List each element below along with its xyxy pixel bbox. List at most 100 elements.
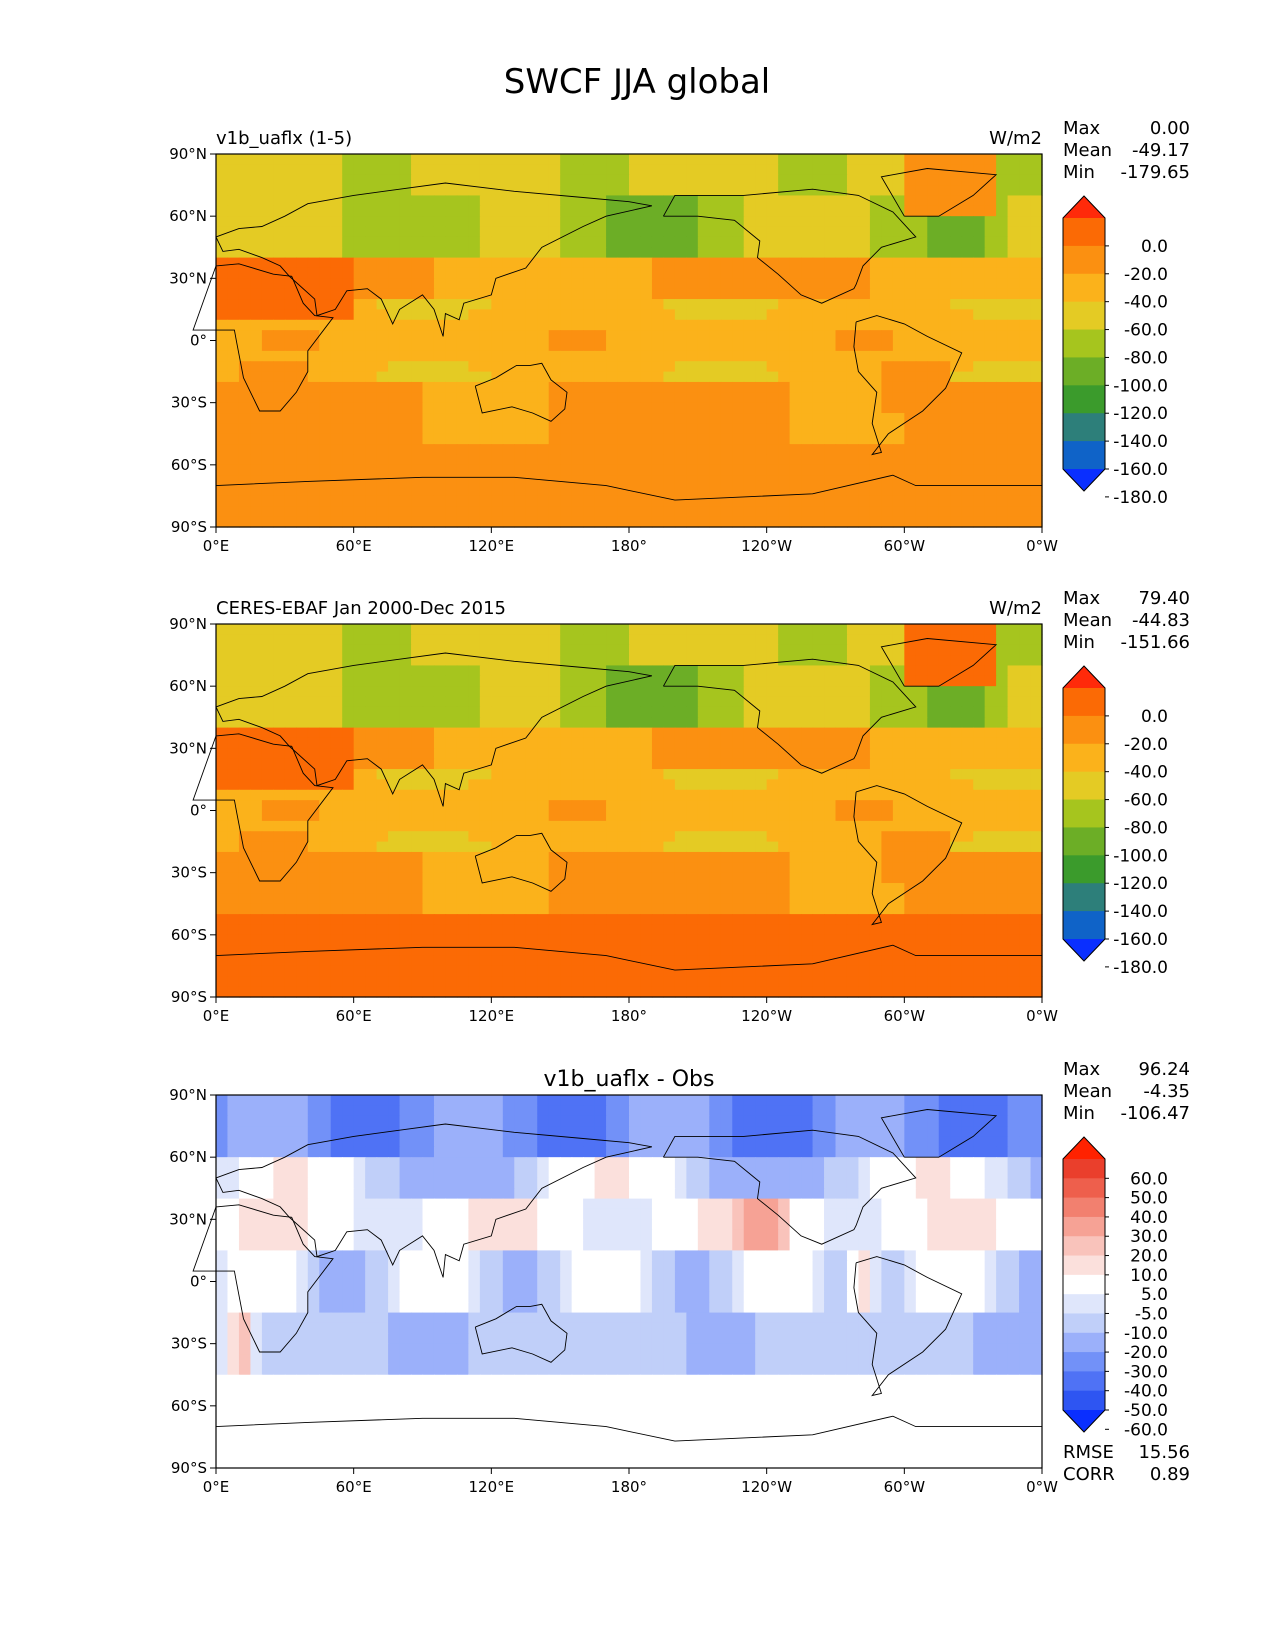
map-cell [296,340,309,352]
map-cell [365,862,378,874]
map-cell [938,413,951,424]
map-cell [812,361,825,373]
map-cell [961,506,974,518]
map-cell [858,423,871,435]
map-cell [583,226,596,238]
map-cell [445,205,458,217]
map-cell [824,464,837,476]
map-cell [525,475,538,487]
map-cell [915,444,928,456]
map-cell [915,236,928,248]
map-cell [514,851,527,863]
map-cell [216,945,229,957]
map-cell [927,423,940,435]
map-cell [801,779,814,791]
map-cell [915,831,928,843]
map-cell [732,655,745,667]
map-cell [216,288,229,300]
map-cell [651,185,665,197]
map-cell [869,810,882,822]
map-cell [824,506,837,518]
map-cell [881,706,894,718]
map-cell [342,893,355,905]
map-cell [491,464,504,476]
map-cell [606,820,619,832]
map-cell [307,903,320,915]
map-cell [583,655,596,667]
map-cell [502,665,515,677]
map-cell [801,485,814,497]
map-cell [560,686,573,698]
map-cell [1030,195,1043,207]
map-cell [560,737,573,749]
map-cell [984,402,997,414]
map-cell [284,831,297,843]
map-cell [468,820,481,832]
map-cell [376,330,389,342]
map-cell [388,423,401,435]
map-cell [904,769,917,781]
map-cell [984,423,997,435]
map-cell [904,205,917,217]
map-cell [950,789,963,801]
map-cell [927,185,940,197]
map-cell [617,851,630,863]
map-cell [1007,675,1020,687]
map-cell [353,893,366,905]
map-cell [846,696,860,708]
map-cell [766,644,779,656]
map-cell [514,634,527,646]
map-cell [525,174,538,186]
map-cell [961,174,974,186]
map-cell [606,644,619,656]
map-cell [491,737,504,749]
map-cell [881,174,894,186]
map-cell [560,841,573,853]
map-cell [961,516,974,528]
map-cell [778,413,791,424]
map-cell [881,454,894,466]
map-cell [846,330,860,342]
map-cell [296,758,309,770]
map-cell [755,454,768,466]
map-cell [835,247,848,259]
map-cell [858,371,871,383]
map-cell [973,914,986,926]
map-cell [640,340,653,352]
map-cell [571,185,584,197]
map-cell [629,516,642,528]
map-cell [709,381,722,393]
map-cell [640,154,653,165]
map-cell [927,495,940,507]
map-cell [938,350,951,362]
map-cell [216,769,229,781]
map-cell [973,696,986,708]
map-cell [869,475,882,487]
map-cell [250,371,263,383]
map-cell [732,226,745,238]
map-cell [261,185,274,197]
map-cell [250,381,263,393]
map-cell [330,506,343,518]
map-cell [422,433,435,445]
map-cell [663,924,676,936]
map-cell [342,247,355,259]
map-cell [1007,624,1020,635]
map-cell [846,464,860,476]
map-cell [594,392,607,404]
map-cell [537,686,550,698]
map-cell [216,340,229,352]
map-cell [755,350,768,362]
map-cell [399,696,412,708]
map-cell [606,319,619,331]
map-cell [307,831,320,843]
map-cell [261,810,274,822]
map-cell [812,789,825,801]
map-cell [445,758,458,770]
map-cell [709,686,722,698]
map-cell [743,392,756,404]
map-cell [560,154,573,165]
map-cell [927,706,940,718]
map-cell [663,779,676,791]
map-cell [984,371,997,383]
